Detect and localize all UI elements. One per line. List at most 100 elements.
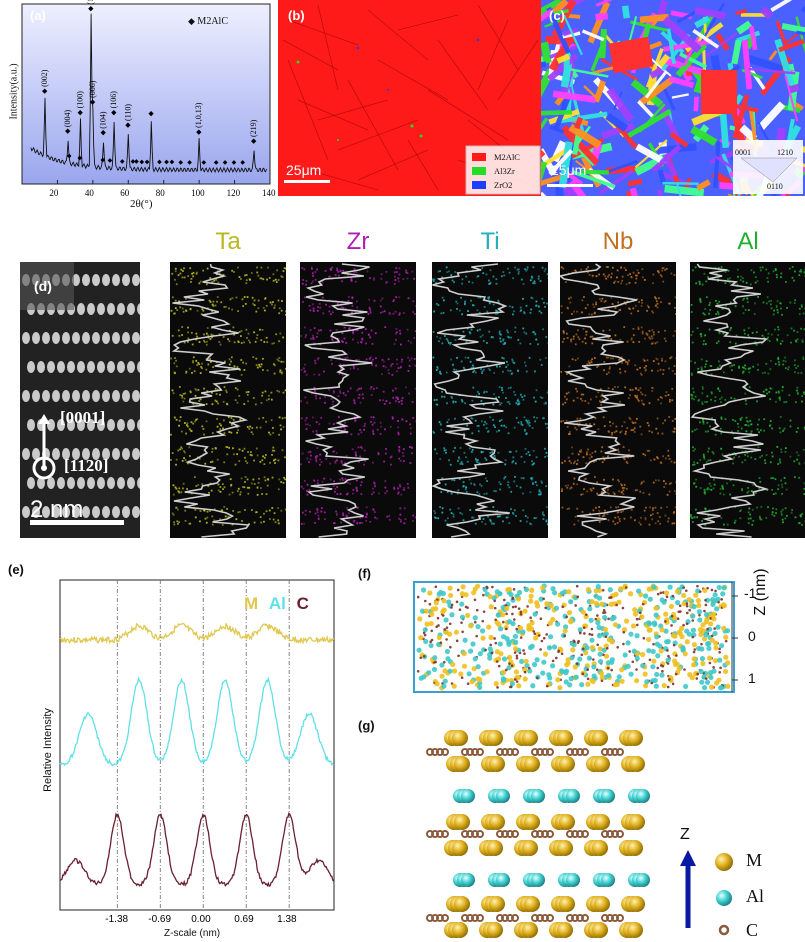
xrd-minor-peak-marker: ◆ [120,159,125,165]
xrd-peak-label: (100) [75,91,84,109]
apt-zlabel: Z (nm) [752,568,769,616]
eds-line-profile [432,263,510,538]
profile-xtick-label: -0.69 [148,914,171,925]
xrd-minor-peak-marker: ◆ [223,160,228,166]
xrd-minor-peak-marker: ◆ [67,154,72,160]
phase-map-panel: (b) 25μm M2AlC Al3Zr ZrO2 [278,0,544,196]
xrd-minor-peak-marker: ◆ [145,159,150,165]
apt-ztick-neg1: -1 [744,585,757,601]
eds-element-label: Ta [215,228,241,255]
xrd-peak-marker: ◆ [251,137,257,145]
orientation-map-image [541,0,805,196]
xrd-minor-peak-marker: ◆ [170,160,175,166]
eds-map [300,262,416,538]
al-atom-icon [716,890,732,906]
xrd-xtick-label: 100 [191,188,205,198]
eds-map [560,262,676,538]
xrd-peak-marker: ◆ [88,5,94,13]
structure-legend-icons [715,853,733,936]
phase-map-scale-label: 25μm [286,162,322,178]
xrd-peak-marker: ◆ [100,129,106,137]
profile-xtick-label: -1.38 [105,914,128,925]
diamond-icon: ◆ [188,16,195,26]
xrd-minor-peak-marker: ◆ [214,160,219,166]
panel-label-c: (c) [549,8,565,23]
haadf-scale-label: 2 nm [30,496,84,523]
ipf-key-0110: 0110 [767,182,783,191]
haadf-image: (d) [0001] [1120] 2 nm [20,262,140,538]
c-atom-icon [718,924,730,936]
eds-line-profile [560,263,637,538]
xrd-peak-marker: ◆ [196,128,202,136]
structure-legend-c: C [746,920,759,940]
orientation-map-scale-label: 25μm [551,162,587,178]
xrd-peak-label: (004) [63,109,72,127]
xrd-legend: ◆ M2AlC [188,16,228,27]
eds-element-label: Nb [602,228,634,255]
xrd-peak-label: (1,0,13) [194,102,203,128]
xrd-peak-label: (002) [40,69,49,87]
xrd-peak-label: (104) [98,111,107,129]
panel-label-e: (e) [8,562,24,577]
xrd-peak-marker: ◆ [111,108,117,116]
apt-reconstruction [413,581,738,693]
profile-line-c [59,811,335,887]
xrd-xtick-label: 60 [120,188,129,198]
panel-label-d: (d) [34,278,52,294]
eds-map [690,262,805,538]
xrd-minor-peak-marker: ◆ [139,159,144,165]
xrd-xlabel: 2θ(°) [130,198,153,210]
xrd-legend-label: M2AlC [197,16,228,27]
apt-ztick-0: 0 [748,628,756,644]
profile-line-m [59,622,335,645]
ipf-key-0001: 0001 [735,148,751,157]
xrd-minor-peak-marker: ◆ [232,160,237,166]
eds-map [432,262,548,538]
xrd-peak-label: (106) [109,91,118,109]
z-axis-arrow-icon [680,850,696,928]
xrd-xtick-label: 20 [49,188,59,198]
eds-element-label: Al [737,228,759,255]
legend-c: C [296,594,309,613]
legend-al: Al [268,594,286,613]
eds-map [170,262,286,538]
xrd-minor-peak-marker: ◆ [100,158,105,164]
xrd-xtick-label: 120 [227,188,241,198]
profile-xtick-label: 0.00 [191,914,211,925]
xrd-peak-marker: ◆ [65,127,71,135]
zone-axis-1120: [1120] [64,456,109,475]
intensity-profile-chart: -1.38 -0.69 0.00 0.69 1.38 [59,579,335,925]
xrd-xtick-label: 40 [85,188,95,198]
profile-legend: M Al C [244,594,309,614]
panel-label-b: (b) [288,8,305,23]
panel-label-g: (g) [358,718,375,733]
xrd-minor-peak-marker: ◆ [164,160,169,166]
structure-axis-label: Z [680,826,690,843]
xrd-xtick-label: 140 [262,188,276,198]
direction-arrow-icon [32,414,56,480]
xrd-peak-label: (103) [86,0,95,5]
eds-element-label: Ti [480,228,500,255]
xrd-minor-peak-marker: ◆ [134,159,139,165]
xrd-plot-area [21,3,271,185]
phase-map-image [278,0,544,196]
m-atom-icon [715,853,733,871]
xrd-peak-marker: ◆ [42,87,48,95]
eds-line-profile [690,263,770,538]
panel-label-a: (a) [30,8,46,23]
xrd-peak-marker: ◆ [77,108,83,116]
xrd-minor-peak-marker: ◆ [157,160,162,166]
xrd-minor-peak-marker: ◆ [108,158,113,164]
xrd-xtick-label: 80 [156,188,166,198]
xrd-peak-label: (006) [88,80,97,98]
eds-element-label: Zr [346,228,370,255]
profile-line-al [59,676,335,767]
profile-xlabel: Z-scale (nm) [164,928,221,939]
profile-xtick-label: 0.69 [234,914,254,925]
apt-ztick-1: 1 [748,670,756,686]
xrd-peak-marker: ◆ [125,121,131,129]
xrd-minor-peak-marker: ◆ [240,160,245,166]
xrd-minor-peak-marker: ◆ [178,160,183,166]
haadf-lattice [20,262,140,518]
structure-legend-m: M [746,850,763,870]
